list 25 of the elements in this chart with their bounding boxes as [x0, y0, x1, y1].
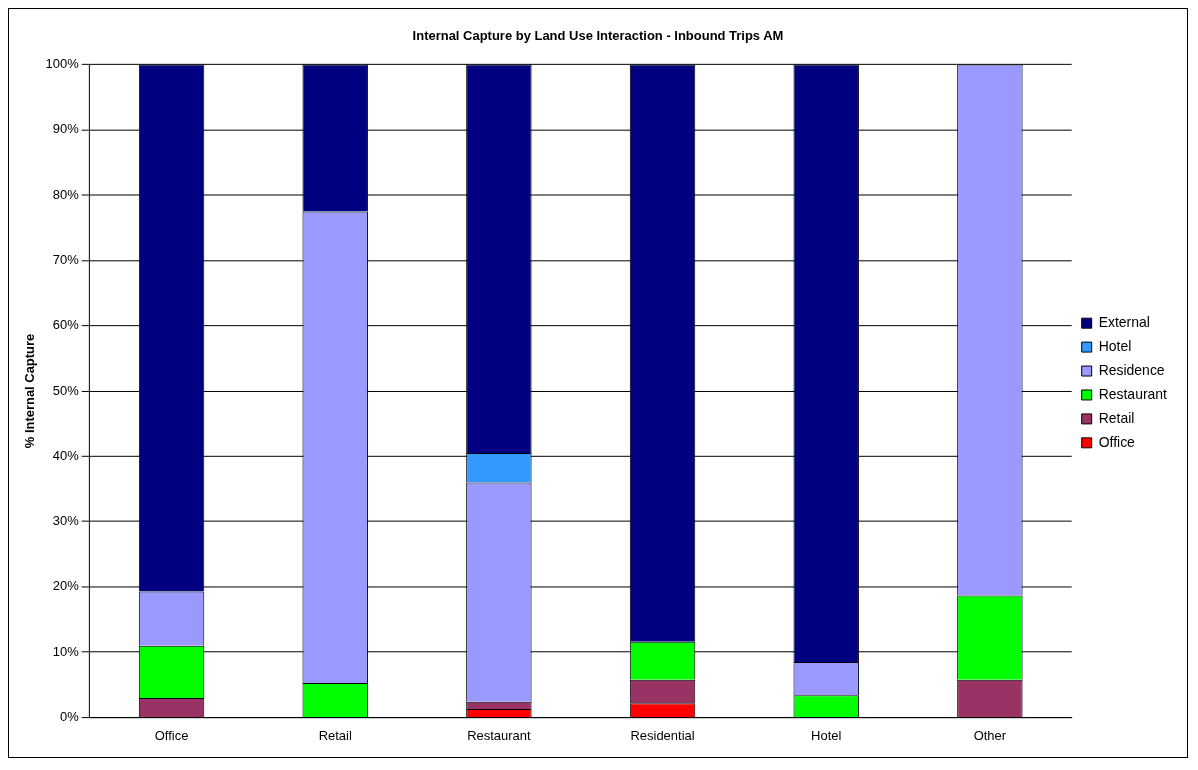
x-tick-label: Residential [630, 727, 695, 743]
y-tick-label: 90% [52, 121, 80, 137]
legend-label: Restaurant [1098, 385, 1168, 402]
y-tick-label: 10% [52, 643, 80, 659]
y-tick-label: 30% [52, 513, 80, 529]
chart-title: Internal Capture by Land Use Interaction - Inbound Trips AM [412, 28, 784, 44]
legend-label: Residence [1098, 361, 1165, 378]
legend-label: Hotel [1098, 337, 1132, 354]
x-tick-label: Restaurant [467, 727, 531, 743]
legend-label: Retail [1098, 409, 1135, 426]
y-tick-label: 80% [52, 186, 80, 202]
legend-label: External [1098, 314, 1150, 331]
y-tick-label: 20% [52, 578, 80, 594]
y-tick-label: 60% [52, 317, 80, 333]
y-tick-label: 40% [52, 447, 80, 463]
x-tick-label: Office [154, 727, 189, 743]
y-axis-title: % Internal Capture [22, 333, 38, 449]
y-tick-label: 70% [52, 251, 80, 267]
x-tick-label: Hotel [811, 727, 842, 743]
x-tick-label: Retail [318, 727, 352, 743]
y-tick-label: 100% [45, 56, 80, 72]
y-tick-label: 0% [59, 709, 80, 725]
y-tick-label: 50% [52, 382, 80, 398]
legend-label: Office [1098, 433, 1136, 450]
x-tick-label: Other [973, 727, 1007, 743]
